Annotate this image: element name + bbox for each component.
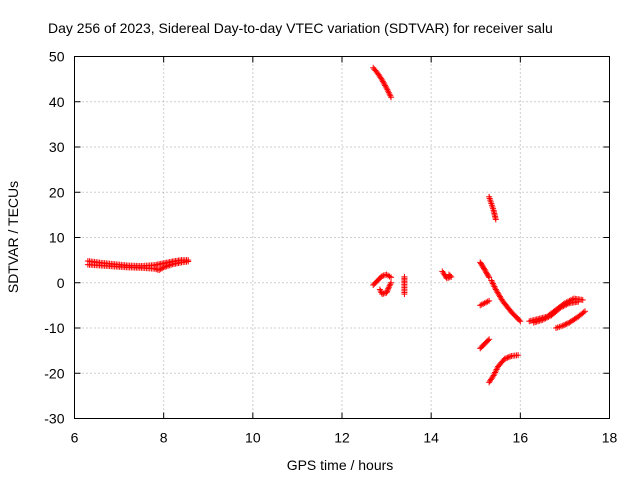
y-tick-label: 30 [49, 139, 65, 155]
plot-frame [74, 56, 610, 419]
data-point [165, 262, 172, 269]
x-tick-label: 12 [334, 430, 350, 446]
data-point [168, 261, 175, 268]
data-point [185, 258, 192, 265]
data-point [388, 274, 395, 281]
data-point [484, 298, 491, 305]
x-tick-label: 8 [160, 430, 168, 446]
y-tick-label: 20 [49, 184, 65, 200]
data-point [380, 79, 387, 86]
data-point [579, 296, 586, 303]
y-tick-label: -30 [44, 411, 64, 427]
x-tick-label: 14 [423, 430, 439, 446]
chart-title: Day 256 of 2023, Sidereal Day-to-day VTE… [48, 20, 553, 36]
data-point [561, 322, 568, 329]
data-points [84, 64, 588, 386]
data-point [559, 322, 566, 329]
data-point [446, 271, 452, 278]
data-point [486, 336, 493, 343]
data-point [388, 279, 395, 286]
data-point [162, 263, 169, 270]
x-tick-label: 10 [245, 430, 261, 446]
data-point [516, 317, 523, 324]
y-tick-label: 40 [49, 94, 65, 110]
data-point [505, 354, 512, 361]
x-tick-labels: 6 8 10 12 14 16 18 [71, 430, 618, 446]
data-point [562, 321, 569, 328]
data-point [485, 337, 492, 344]
data-point [480, 265, 487, 272]
data-point [382, 82, 389, 89]
data-point [563, 320, 570, 327]
y-tick-label: -20 [44, 365, 64, 381]
data-point [379, 77, 386, 84]
data-point [385, 285, 392, 292]
data-point [580, 309, 587, 316]
data-point [379, 78, 386, 85]
data-point [482, 267, 489, 274]
data-point [160, 264, 167, 271]
data-point [501, 355, 508, 362]
data-point [492, 216, 499, 223]
data-point [388, 94, 395, 101]
data-point [382, 83, 389, 90]
data-point [163, 263, 170, 270]
data-point [486, 274, 493, 281]
data-point [517, 318, 524, 325]
data-point [384, 286, 391, 293]
y-tick-label: -10 [44, 320, 64, 336]
data-point [485, 273, 492, 280]
y-tick-labels: -30 -20 -10 0 10 20 30 40 50 [44, 49, 64, 427]
data-point [515, 352, 522, 359]
data-point [481, 266, 488, 273]
x-tick-label: 6 [71, 430, 79, 446]
y-axis-label: SDTVAR / TECUs [5, 181, 21, 293]
data-point [483, 269, 490, 276]
data-point [581, 308, 588, 315]
x-tick-label: 16 [513, 430, 529, 446]
data-point [503, 355, 510, 362]
grid [74, 56, 610, 419]
data-point [159, 265, 166, 272]
data-point [401, 291, 408, 298]
data-point [383, 289, 390, 296]
x-tick-label: 18 [602, 430, 618, 446]
data-point [504, 354, 511, 361]
data-point [565, 320, 572, 327]
y-tick-label: 10 [49, 230, 65, 246]
data-point [486, 297, 493, 304]
y-tick-label: 0 [57, 275, 65, 291]
data-point [447, 272, 454, 279]
y-tick-label: 50 [49, 49, 65, 65]
data-point [381, 81, 388, 88]
data-point [386, 273, 393, 280]
data-point [575, 298, 582, 305]
data-point [166, 262, 173, 269]
data-point [384, 288, 391, 295]
data-point [507, 353, 514, 360]
x-axis-label: GPS time / hours [287, 457, 394, 473]
data-point [564, 300, 571, 307]
